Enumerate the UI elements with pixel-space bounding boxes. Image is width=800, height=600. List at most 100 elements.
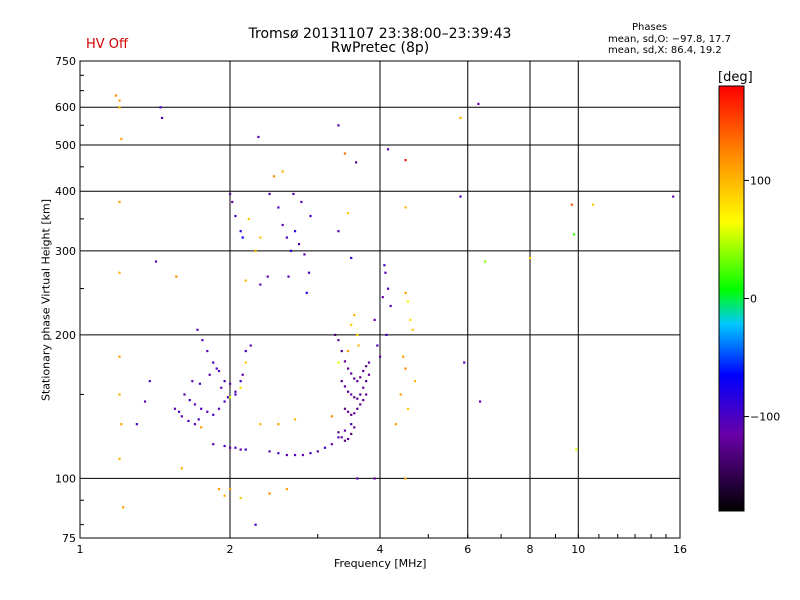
data-point [229,488,232,491]
data-point [148,380,151,383]
data-point [289,249,293,253]
data-point [239,386,242,389]
phase-stats-x: mean, sd,X: 86.4, 19.2 [608,45,722,56]
data-point [254,249,257,253]
data-point [135,423,138,426]
data-point [257,135,260,139]
data-point [337,339,340,342]
data-point [463,361,466,364]
data-point [118,106,121,109]
data-point [187,419,190,423]
data-point [120,423,123,426]
data-point [226,396,230,399]
data-point [389,304,392,308]
data-point [350,432,353,436]
y-tick-label: 75 [62,532,76,545]
data-point [159,106,162,109]
data-point [343,407,347,410]
data-point [459,116,462,120]
data-point [346,410,350,413]
data-point [244,448,247,451]
data-point [356,477,359,480]
data-point [359,403,362,406]
data-point [200,426,203,429]
data-point [334,333,337,337]
data-point [384,271,387,274]
data-point [285,236,288,239]
data-point [343,429,347,432]
data-point [234,214,237,218]
data-point [160,116,164,120]
data-point [259,283,262,286]
data-point [353,314,356,317]
data-point [191,380,194,383]
data-point [404,477,407,480]
data-point [572,233,576,236]
data-point [301,453,305,457]
data-point [340,349,343,353]
colorbar-ticks: 100 0 −100 [744,174,780,424]
data-point [404,367,407,370]
chart-title-line2: RwPretec (8p) [330,40,430,56]
data-point [350,372,353,375]
data-point [118,99,121,102]
data-points [114,94,675,526]
x-tick-label: 1 [77,543,84,556]
data-point [217,369,221,373]
data-point [249,344,252,347]
hv-status-label: HV Off [86,37,128,52]
data-point [337,124,340,127]
data-point [402,355,405,358]
data-point [259,423,262,426]
data-point [177,410,181,413]
data-point [193,403,197,406]
data-point [281,223,284,227]
data-point [122,506,125,509]
data-point [316,450,319,453]
grid-lines [80,61,680,538]
data-point [353,377,356,380]
data-point [206,349,209,353]
data-point [277,206,280,209]
data-point [229,382,232,385]
data-point [346,212,350,215]
data-point [362,369,365,373]
data-point [330,415,333,418]
y-tick-label: 600 [55,101,76,114]
data-point [293,230,297,233]
y-tick-label: 200 [55,329,76,342]
data-point [409,318,412,322]
x-tick-label: 16 [673,543,687,556]
data-point [386,287,390,290]
data-point [297,243,301,246]
data-point [591,203,595,206]
data-point [118,393,121,396]
data-point [309,452,312,455]
data-point [239,448,242,451]
data-point [188,399,191,402]
colorbar [718,85,745,512]
data-point [353,426,356,429]
data-point [212,443,215,446]
data-point [215,367,218,370]
data-point [356,397,359,400]
x-tick-label: 2 [227,543,234,556]
data-point [411,328,414,331]
data-point [239,230,242,233]
data-point [223,444,226,448]
data-point [365,393,368,396]
y-tick-label: 100 [55,472,76,485]
data-point [307,271,311,274]
data-point [379,355,382,358]
data-point [346,390,350,393]
data-point [241,236,244,239]
data-point [484,260,487,263]
data-point [376,344,379,347]
data-point [343,360,347,363]
data-point [346,367,350,370]
data-point [340,436,343,439]
data-point [118,457,121,460]
data-point [154,260,158,263]
data-point [212,413,215,416]
